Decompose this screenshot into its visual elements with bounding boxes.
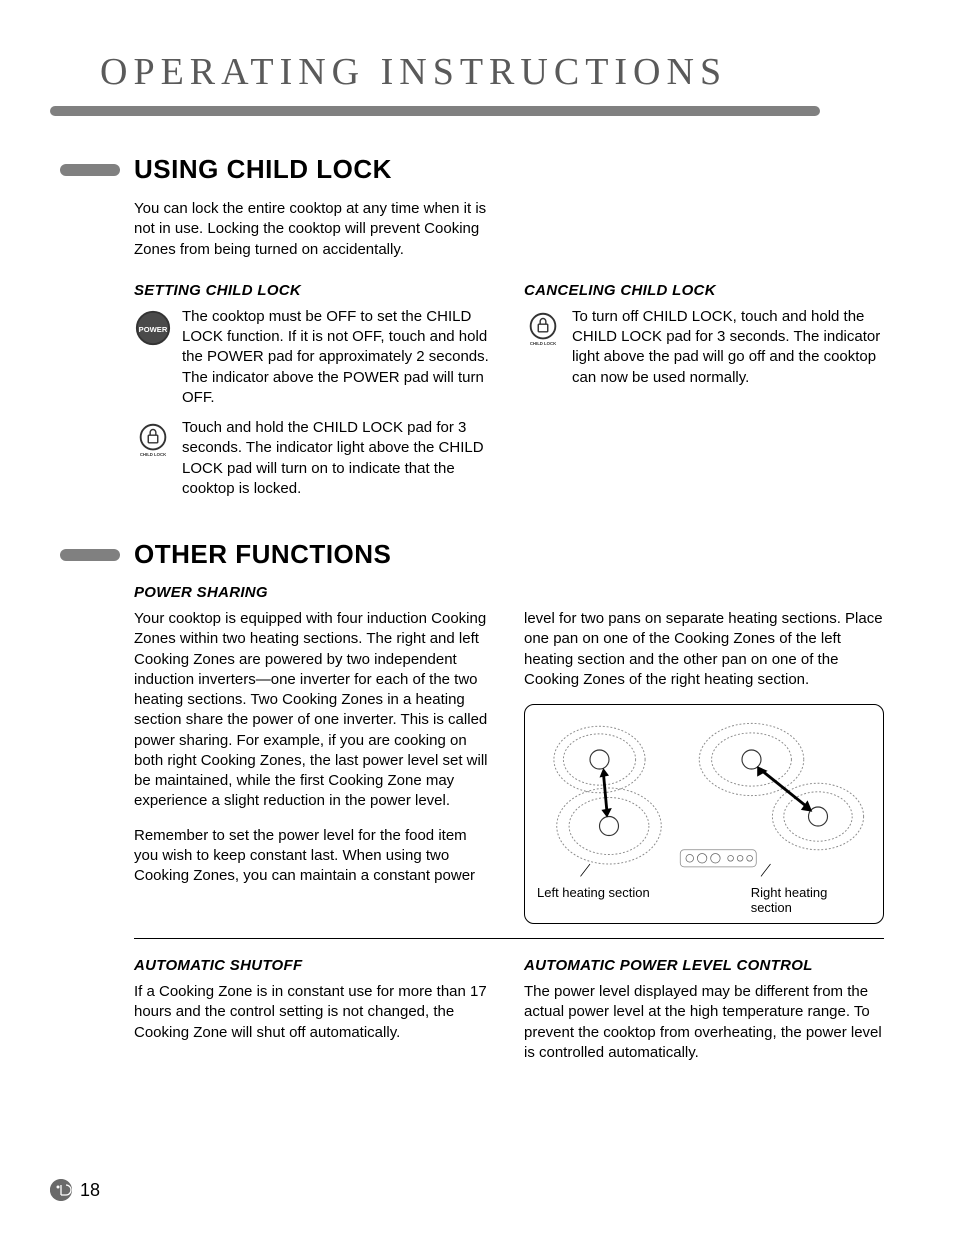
paragraph: If a Cooking Zone is in constant use for… (134, 982, 494, 1043)
step-row: CHILD LOCK To turn off CHILD LOCK, touch… (524, 307, 884, 388)
section-heading-child-lock: USING CHILD LOCK (60, 154, 884, 185)
svg-text:POWER: POWER (139, 325, 168, 334)
auto-shutoff-column: AUTOMATIC SHUTOFF If a Cooking Zone is i… (134, 957, 494, 1077)
page-number: 18 (80, 1180, 100, 1201)
power-icon: POWER (134, 309, 172, 347)
step-text: To turn off CHILD LOCK, touch and hold t… (572, 307, 884, 388)
paragraph: Your cooktop is equipped with four induc… (134, 609, 494, 812)
setting-child-lock-column: SETTING CHILD LOCK POWER The cooktop mus… (134, 282, 494, 509)
section-divider (134, 938, 884, 939)
right-heating-label: Right heating section (721, 886, 871, 915)
title-divider-bar (50, 106, 820, 116)
svg-text:CHILD LOCK: CHILD LOCK (530, 341, 557, 346)
section-heading-other-functions: OTHER FUNCTIONS (60, 539, 884, 570)
section-intro: You can lock the entire cooktop at any t… (134, 199, 504, 260)
childlock-icon: CHILD LOCK (134, 420, 172, 458)
sub-heading: SETTING CHILD LOCK (134, 282, 494, 299)
step-text: The cooktop must be OFF to set the CHILD… (182, 307, 494, 408)
paragraph: level for two pans on separate heating s… (524, 609, 884, 690)
sub-heading: POWER SHARING (134, 584, 884, 601)
power-sharing-right-col: level for two pans on separate heating s… (524, 609, 884, 924)
cooktop-diagram-svg (533, 715, 875, 880)
lg-logo-icon (50, 1179, 72, 1201)
auto-power-level-column: AUTOMATIC POWER LEVEL CONTROL The power … (524, 957, 884, 1077)
section-bullet-icon (60, 164, 120, 176)
power-sharing-block: POWER SHARING Your cooktop is equipped w… (134, 584, 884, 924)
sub-heading: AUTOMATIC POWER LEVEL CONTROL (524, 957, 884, 974)
step-row: CHILD LOCK Touch and hold the CHILD LOCK… (134, 418, 494, 499)
step-row: POWER The cooktop must be OFF to set the… (134, 307, 494, 408)
page-footer: 18 (50, 1179, 100, 1201)
svg-text:CHILD LOCK: CHILD LOCK (140, 452, 167, 457)
child-lock-columns: SETTING CHILD LOCK POWER The cooktop mus… (134, 282, 884, 509)
page-title: OPERATING INSTRUCTIONS (100, 50, 884, 94)
section-bullet-icon (60, 549, 120, 561)
section-title: USING CHILD LOCK (134, 154, 392, 185)
bottom-columns: AUTOMATIC SHUTOFF If a Cooking Zone is i… (134, 957, 884, 1077)
step-text: Touch and hold the CHILD LOCK pad for 3 … (182, 418, 494, 499)
cooktop-diagram: Left heating section Right heating secti… (524, 704, 884, 924)
canceling-child-lock-column: CANCELING CHILD LOCK CHILD LOCK To turn … (524, 282, 884, 509)
sub-heading: CANCELING CHILD LOCK (524, 282, 884, 299)
power-sharing-left-col: Your cooktop is equipped with four induc… (134, 609, 494, 924)
left-heating-label: Left heating section (537, 886, 687, 915)
sub-heading: AUTOMATIC SHUTOFF (134, 957, 494, 974)
paragraph: Remember to set the power level for the … (134, 826, 494, 887)
childlock-icon: CHILD LOCK (524, 309, 562, 347)
paragraph: The power level displayed may be differe… (524, 982, 884, 1063)
diagram-captions: Left heating section Right heating secti… (525, 886, 883, 915)
power-sharing-columns: Your cooktop is equipped with four induc… (134, 609, 884, 924)
section-title: OTHER FUNCTIONS (134, 539, 391, 570)
